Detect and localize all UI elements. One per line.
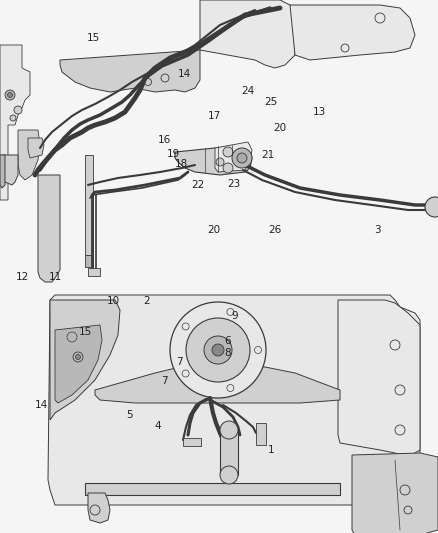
- Bar: [88, 268, 100, 276]
- Text: 11: 11: [49, 272, 62, 282]
- Bar: [85, 255, 93, 267]
- Bar: [183, 438, 201, 446]
- Polygon shape: [2, 155, 18, 185]
- Circle shape: [220, 421, 238, 439]
- Polygon shape: [0, 45, 30, 200]
- Polygon shape: [38, 175, 60, 282]
- Polygon shape: [28, 138, 44, 158]
- Circle shape: [223, 163, 233, 173]
- Text: 7: 7: [176, 358, 183, 367]
- Text: 17: 17: [208, 111, 221, 121]
- Circle shape: [425, 197, 438, 217]
- Text: 1: 1: [268, 446, 275, 455]
- Text: 22: 22: [191, 181, 205, 190]
- Bar: [220, 430, 238, 475]
- Polygon shape: [200, 0, 295, 68]
- Text: 10: 10: [106, 296, 120, 306]
- Text: 14: 14: [178, 69, 191, 78]
- Polygon shape: [60, 50, 200, 92]
- Circle shape: [212, 344, 224, 356]
- Polygon shape: [55, 325, 102, 403]
- Polygon shape: [290, 5, 415, 60]
- Circle shape: [232, 148, 252, 168]
- Text: 18: 18: [175, 159, 188, 169]
- Text: 15: 15: [79, 327, 92, 336]
- Text: 3: 3: [374, 225, 381, 235]
- Text: 9: 9: [231, 311, 238, 320]
- Polygon shape: [215, 142, 252, 172]
- Polygon shape: [0, 155, 5, 188]
- Polygon shape: [95, 363, 340, 403]
- Text: 12: 12: [16, 272, 29, 282]
- Bar: [85, 155, 93, 255]
- Text: 5: 5: [126, 410, 133, 419]
- Polygon shape: [352, 453, 438, 533]
- Circle shape: [186, 318, 250, 382]
- Text: 6: 6: [224, 336, 231, 346]
- Polygon shape: [338, 300, 420, 457]
- Text: 8: 8: [224, 348, 231, 358]
- Circle shape: [237, 153, 247, 163]
- Polygon shape: [50, 300, 120, 420]
- Polygon shape: [175, 145, 252, 175]
- Polygon shape: [88, 493, 110, 523]
- Text: 7: 7: [161, 376, 168, 386]
- Text: 20: 20: [273, 123, 286, 133]
- Circle shape: [75, 354, 81, 359]
- Text: 19: 19: [166, 149, 180, 158]
- Text: 15: 15: [87, 34, 100, 43]
- Circle shape: [223, 147, 233, 157]
- Text: 2: 2: [143, 296, 150, 306]
- Text: 21: 21: [261, 150, 275, 159]
- Circle shape: [90, 505, 100, 515]
- Circle shape: [14, 106, 22, 114]
- Text: 23: 23: [228, 179, 241, 189]
- Bar: [256, 423, 266, 445]
- Circle shape: [5, 90, 15, 100]
- Circle shape: [216, 158, 224, 166]
- Text: 16: 16: [158, 135, 171, 144]
- Polygon shape: [48, 295, 420, 505]
- Circle shape: [10, 115, 16, 121]
- Text: 26: 26: [268, 225, 282, 235]
- Text: 13: 13: [313, 107, 326, 117]
- Text: 25: 25: [264, 98, 277, 107]
- Bar: [85, 483, 340, 495]
- Circle shape: [7, 93, 13, 98]
- Text: 20: 20: [207, 225, 220, 235]
- Circle shape: [73, 352, 83, 362]
- Text: 4: 4: [154, 422, 161, 431]
- Polygon shape: [18, 130, 40, 180]
- Text: 24: 24: [241, 86, 254, 95]
- Text: 14: 14: [35, 400, 48, 410]
- Circle shape: [170, 302, 266, 398]
- Circle shape: [220, 466, 238, 484]
- Circle shape: [204, 336, 232, 364]
